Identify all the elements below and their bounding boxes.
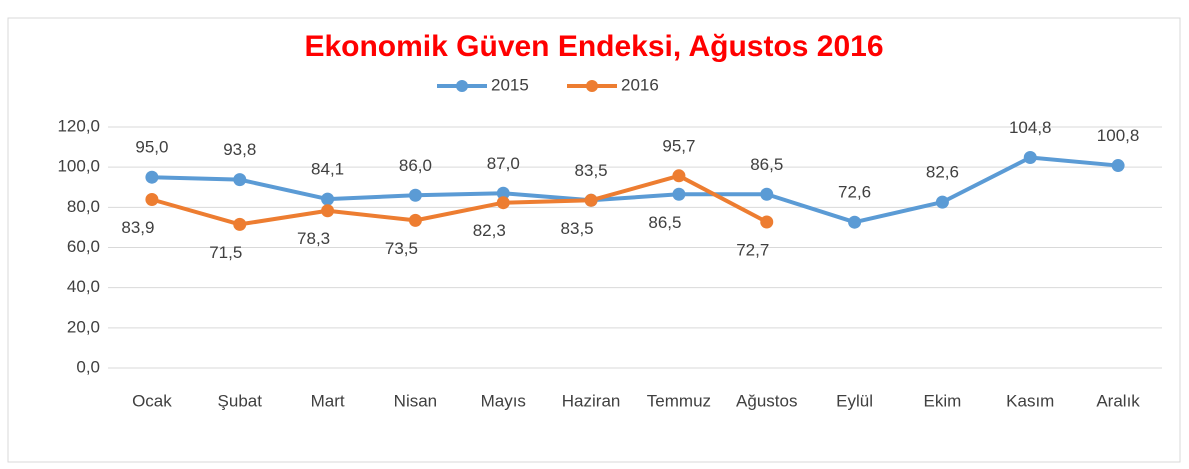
x-tick-label: Mart: [311, 391, 345, 410]
point: [935, 195, 949, 209]
point: [321, 204, 335, 218]
point: [321, 192, 335, 206]
data-label: 87,0: [487, 154, 520, 173]
x-tick-label: Ekim: [924, 391, 962, 410]
x-tick-label: Haziran: [562, 391, 621, 410]
y-tick-label: 40,0: [67, 277, 100, 296]
x-tick-label: Aralık: [1096, 391, 1140, 410]
data-label: 82,3: [473, 221, 506, 240]
point: [233, 173, 247, 187]
data-label: 78,3: [297, 229, 330, 248]
data-label: 72,7: [736, 240, 769, 259]
data-label: 83,5: [561, 219, 594, 238]
legend-marker: [456, 80, 468, 92]
data-label: 95,7: [662, 136, 695, 155]
x-tick-label: Eylül: [836, 391, 873, 410]
x-tick-label: Ağustos: [736, 391, 797, 410]
point: [1111, 159, 1125, 173]
point: [408, 213, 422, 227]
x-tick-label: Mayıs: [481, 391, 526, 410]
point: [496, 196, 510, 210]
y-tick-label: 80,0: [67, 197, 100, 216]
point: [848, 215, 862, 229]
chart-title: Ekonomik Güven Endeksi, Ağustos 2016: [304, 30, 883, 63]
point: [672, 169, 686, 183]
point: [408, 188, 422, 202]
data-label: 84,1: [311, 160, 344, 179]
y-tick-label: 0,0: [76, 357, 100, 376]
data-label: 73,5: [385, 239, 418, 258]
data-label: 104,8: [1009, 118, 1052, 137]
data-label: 86,0: [399, 156, 432, 175]
x-tick-label: Temmuz: [647, 391, 711, 410]
point: [760, 215, 774, 229]
point: [1023, 151, 1037, 165]
legend-label: 2015: [491, 75, 529, 94]
data-label: 95,0: [135, 138, 168, 157]
x-tick-label: Nisan: [394, 391, 437, 410]
y-tick-label: 100,0: [57, 157, 100, 176]
data-label: 71,5: [209, 243, 242, 262]
y-tick-label: 60,0: [67, 237, 100, 256]
y-tick-label: 120,0: [57, 116, 100, 135]
legend-label: 2016: [621, 75, 659, 94]
data-label: 82,6: [926, 163, 959, 182]
point: [672, 187, 686, 201]
data-label: 93,8: [223, 140, 256, 159]
data-label: 83,9: [121, 218, 154, 237]
x-tick-label: Ocak: [132, 391, 172, 410]
x-tick-label: Şubat: [218, 391, 263, 410]
data-label: 72,6: [838, 183, 871, 202]
point: [760, 187, 774, 201]
legend-marker: [586, 80, 598, 92]
data-label: 86,5: [648, 213, 681, 232]
series-line: [151, 155, 1119, 225]
point: [496, 186, 510, 200]
x-tick-label: Kasım: [1006, 391, 1054, 410]
chart-frame: [7, 17, 1181, 463]
data-label: 100,8: [1097, 126, 1140, 145]
series-line: [151, 173, 768, 227]
data-label: 86,5: [750, 155, 783, 174]
point: [145, 170, 159, 184]
point: [145, 193, 159, 207]
point: [233, 217, 247, 231]
data-label: 83,5: [575, 161, 608, 180]
point: [584, 193, 598, 207]
y-tick-label: 20,0: [67, 317, 100, 336]
